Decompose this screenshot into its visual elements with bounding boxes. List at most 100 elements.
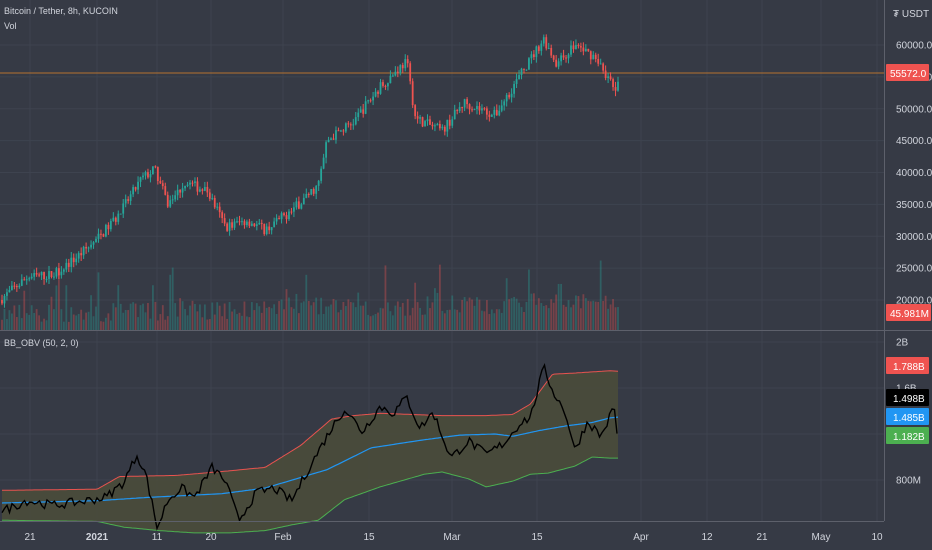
candle-body (107, 224, 110, 230)
currency-label[interactable]: ₮ USDT (893, 9, 929, 20)
candle-body (70, 257, 73, 267)
time-axis[interactable]: 21 2021 11 20 Feb 15 Mar 15 Apr 12 21 May 10 (24, 532, 883, 543)
candle-body (206, 186, 209, 193)
volume-bar (82, 319, 85, 330)
basis-value: 1.485B (893, 413, 925, 424)
candle-body (159, 180, 162, 184)
time-tick-label: 20 (205, 532, 217, 543)
candle-body (134, 187, 137, 190)
volume-bar (528, 269, 530, 330)
candle-body (530, 54, 533, 59)
candle-body (268, 226, 271, 231)
candle-body (515, 79, 518, 84)
candle-body (231, 222, 233, 228)
candle-body (95, 238, 97, 243)
price-tick-label: 35000.0 (896, 200, 932, 211)
volume-bar (201, 317, 204, 330)
candle-body (18, 285, 21, 288)
candle-body (557, 61, 560, 67)
upper-band-badge: 1.788B (886, 357, 929, 374)
candle-body (594, 54, 597, 60)
volume-bar (203, 304, 206, 330)
candle-body (485, 108, 488, 115)
candle-body (495, 109, 498, 116)
candle-body (379, 82, 382, 94)
candle-body (226, 223, 229, 231)
volume-bar (419, 307, 421, 330)
volume-bar (478, 299, 481, 330)
candle-body (421, 117, 424, 127)
volume-bar (490, 309, 493, 330)
volume-bar (124, 309, 127, 330)
volume-bar (471, 299, 473, 330)
candle-body (1, 300, 3, 304)
candle-body (144, 172, 147, 176)
volume-bar (340, 309, 342, 330)
candle-body (490, 114, 493, 117)
candle-body (597, 59, 600, 64)
candle-body (310, 189, 313, 195)
volume-bar (142, 303, 144, 330)
candle-body (589, 51, 592, 60)
volume-bar (315, 297, 318, 330)
price-tick-label: 45000.0 (896, 136, 932, 147)
candle-body (122, 203, 125, 214)
candle-body (275, 218, 278, 222)
volume-bar (379, 307, 382, 330)
candle-body (149, 174, 152, 178)
price-candles[interactable] (1, 34, 619, 308)
candle-body (228, 222, 231, 231)
volume-bar (510, 298, 513, 330)
candle-body (213, 198, 216, 208)
volume-legend: Vol (4, 21, 17, 31)
candle-body (441, 126, 444, 129)
candle-body (377, 91, 379, 94)
volume-bar (253, 310, 256, 330)
volume-bar (446, 310, 449, 330)
volume-bar (582, 294, 585, 330)
candle-body (607, 76, 610, 78)
basis-line (1, 416, 619, 504)
candle-body (80, 253, 83, 256)
price-tick-label: 40000.0 (896, 168, 932, 179)
candle-body (218, 206, 221, 213)
volume-bar (297, 313, 300, 330)
candle-body (424, 121, 426, 127)
candle-body (263, 224, 266, 235)
candle-body (315, 185, 318, 194)
candle-body (426, 119, 429, 122)
volume-bar (530, 293, 533, 330)
volume-bar (443, 313, 446, 330)
volume-bar (540, 303, 543, 330)
volume-bar (369, 316, 372, 330)
time-tick-label: 11 (152, 532, 163, 543)
time-tick-label: 21 (24, 532, 36, 543)
candle-body (505, 94, 508, 102)
volume-bar (243, 301, 246, 330)
volume-bar (513, 296, 515, 330)
volume-bar (357, 292, 360, 330)
volume-bar (307, 301, 310, 330)
candle-body (283, 213, 285, 216)
candle-body (184, 185, 186, 189)
candle-body (288, 211, 290, 220)
candle-body (302, 197, 305, 205)
candle-body (295, 201, 298, 208)
candle-body (453, 109, 456, 120)
candle-body (117, 213, 120, 222)
volume-bar (65, 285, 68, 330)
candle-body (575, 45, 577, 50)
candle-body (587, 48, 590, 52)
candle-body (248, 221, 251, 226)
volume-bar (43, 318, 45, 330)
volume-bar (577, 296, 580, 330)
volume-bar (382, 308, 384, 330)
candle-body (241, 221, 243, 223)
candle-body (352, 124, 355, 126)
volume-bar (468, 297, 471, 330)
volume-bar (62, 321, 65, 330)
volume-bar (161, 305, 164, 330)
basis-badge: 1.485B (886, 408, 929, 425)
volume-bar (374, 314, 377, 330)
